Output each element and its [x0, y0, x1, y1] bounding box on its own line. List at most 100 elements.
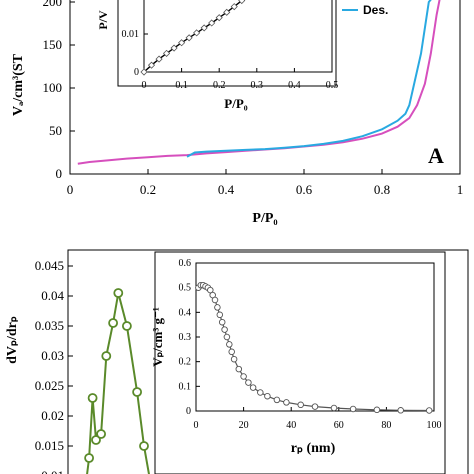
panel-a-letter: A	[428, 143, 444, 168]
panel-b-inset-data-point	[223, 333, 231, 341]
panel-b-y-tick-label: 0.02	[41, 408, 64, 423]
panel-b-inset-y-axis-label: Vₚ/cm³ g⁻¹	[150, 307, 165, 367]
panel-b-data-point	[132, 387, 143, 397]
panel-a-inset-data-point	[215, 14, 223, 22]
panel-a-x-tick-label: 0.2	[140, 182, 156, 197]
panel-b-inset-background	[154, 251, 446, 474]
panel-a-y-ticks: 0 50 100 150 200	[43, 0, 75, 181]
panel-b-inset-data-point	[235, 365, 243, 373]
panel-b-data-point	[113, 288, 124, 298]
panel-b-inset-y-tick-label: 0.1	[179, 381, 192, 392]
panel-a-series-line-2	[186, 0, 432, 158]
panel-b-inset-data-point	[211, 296, 219, 304]
panel-b-inset-x-tick-label: 100	[427, 420, 442, 431]
panel-a-inset-data-point	[208, 19, 216, 27]
panel-a-x-axis-label: P/P₀	[252, 211, 277, 226]
panel-b-inset-data-point	[425, 407, 433, 414]
panel-a-x-ticks: 0 0.2 0.4 0.6 0.8 1	[67, 169, 464, 197]
panel-b-inset: 0 0.1 0.2 0.3 0.4 0.5 0.6 0 20 40 60 80 100 Vₚ/cm³ …	[150, 251, 446, 474]
panel-b-inset-x-tick-label: 80	[381, 420, 391, 431]
panel-a-inset-x-tick-label: 0.5	[326, 80, 339, 91]
panel-b-data-point	[96, 429, 106, 439]
panel-a-inset-y-tick-label: 0.01	[122, 29, 140, 40]
panel-a-inset-data-point	[200, 24, 208, 32]
panel-a-x-tick-label: 0.8	[374, 182, 390, 197]
panel-b-y-tick-label: 0.035	[35, 318, 64, 333]
panel-b-inset-y-tick-label: 0.2	[179, 357, 192, 368]
panel-b-inset-data-point	[218, 318, 226, 326]
panel-b-inset-x-axis-label: rₚ (nm)	[291, 441, 336, 456]
panel-b-inset-data-point	[311, 403, 319, 410]
panel-b-inset-data-point	[226, 341, 233, 348]
panel-b-inset-data-point	[207, 286, 214, 294]
panel-a-inset-x-axis-label: P/P₀	[224, 96, 247, 111]
panel-a-inset-data-point	[147, 61, 156, 69]
panel-a-y-axis-label: Vₐ/cm³(ST	[11, 53, 26, 116]
panel-b-series	[84, 288, 150, 474]
panel-b-data-point	[91, 435, 101, 445]
panel-b-series-line	[86, 292, 150, 474]
panel-b-inset-data-point	[230, 355, 238, 363]
panel-b-inset-y-tick-label: 0.3	[179, 332, 192, 343]
panel-b-inset-x-tick-label: 0	[194, 420, 199, 431]
panel-b-inset-data-point	[283, 399, 290, 406]
panel-a-inset-data-point	[230, 3, 238, 11]
panel-a-series	[77, 0, 441, 165]
panel-b-inset-y-ticks: 0 0.1 0.2 0.3 0.4 0.5 0.6	[179, 258, 200, 417]
panel-b-inset-x-tick-label: 40	[286, 420, 296, 431]
panel-b-data-point	[87, 393, 98, 403]
panel-a-inset-data-point	[170, 44, 178, 52]
panel-a-inset-x-tick-label: 0.1	[175, 80, 188, 91]
panel-b-inset-y-tick-label: 0.4	[179, 307, 192, 318]
panel-b-inset-data-point	[216, 311, 224, 319]
panel-b-y-tick-label: 0.015	[35, 438, 64, 453]
panel-a-inset-x-tick-label: 0.2	[213, 80, 226, 91]
panel-a-x-tick-label: 1	[457, 182, 464, 197]
panel-b-data-point	[84, 453, 94, 463]
panel-a-y-tick-label: 50	[49, 123, 62, 138]
panel-b-inset-data-point	[264, 392, 271, 400]
panel-b-inset-data-point	[214, 304, 221, 311]
panel-b-inset-data-point	[228, 348, 235, 356]
panel-b-inset-y-tick-label: 0.6	[179, 258, 192, 269]
panel-a-x-tick-label: 0	[67, 182, 74, 197]
panel-b: 0.045 0.04 0.035 0.03 0.025 0.02 0.015 0.01 dVₚ…	[5, 249, 469, 474]
panel-a-inset-data-point	[185, 34, 193, 42]
panel-a-inset: 0 0.01 0 0.1 0.2 0.3 0.4 0.5 P/V P/P₀	[96, 0, 338, 111]
panel-a-y-tick-label: 0	[56, 166, 63, 181]
panel-b-inset-data-point	[273, 396, 281, 404]
panel-b-inset-series	[195, 281, 433, 414]
panel-a-y-tick-label: 100	[43, 80, 63, 95]
panel-a-inset-x-tick-label: 0.4	[288, 80, 301, 91]
panel-b-data-point	[122, 321, 132, 331]
panel-b-inset-data-point	[349, 405, 357, 413]
panel-b-y-tick-label: 0.04	[41, 288, 64, 303]
panel-b-inset-x-tick-label: 20	[239, 420, 249, 431]
panel-a-legend-label: Des.	[363, 3, 388, 17]
panel-a-inset-y-axis-label: P/V	[96, 10, 110, 30]
panel-b-y-tick-label: 0.01	[41, 468, 64, 474]
panel-a-inset-x-tick-label: 0.3	[251, 80, 264, 91]
panel-a-x-tick-label: 0.4	[218, 182, 235, 197]
panel-a-inset-x-tick-label: 0	[142, 80, 147, 91]
panel-a-inset-data-point	[238, 0, 246, 5]
panel-b-plot-frame	[67, 249, 469, 474]
panel-a-inset-data-point	[140, 68, 148, 76]
panel-a-x-tick-label: 0.6	[296, 182, 313, 197]
panel-b-data-point	[101, 351, 112, 361]
panel-b-y-tick-label: 0.03	[41, 348, 64, 363]
panel-a-inset-data-point	[178, 39, 186, 47]
panel-b-inset-x-tick-label: 60	[334, 420, 344, 431]
panel-b-inset-data-point	[330, 404, 338, 412]
panel-b-inset-y-tick-label: 0.5	[179, 283, 192, 294]
panel-a-inset-data-point	[162, 49, 171, 57]
panel-b-inset-data-point	[221, 326, 228, 333]
panel-b-y-tick-label: 0.025	[35, 378, 64, 393]
panel-b-inset-data-point	[297, 401, 304, 409]
panel-b-inset-data-point	[373, 406, 381, 414]
panel-a-y-tick-label: 200	[43, 0, 63, 9]
panel-a-y-tick-label: 150	[43, 37, 63, 52]
panel-a-legend: Des.	[342, 3, 388, 17]
panel-b-y-ticks: 0.045 0.04 0.035 0.03 0.025 0.02 0.015 0.01	[35, 258, 73, 474]
